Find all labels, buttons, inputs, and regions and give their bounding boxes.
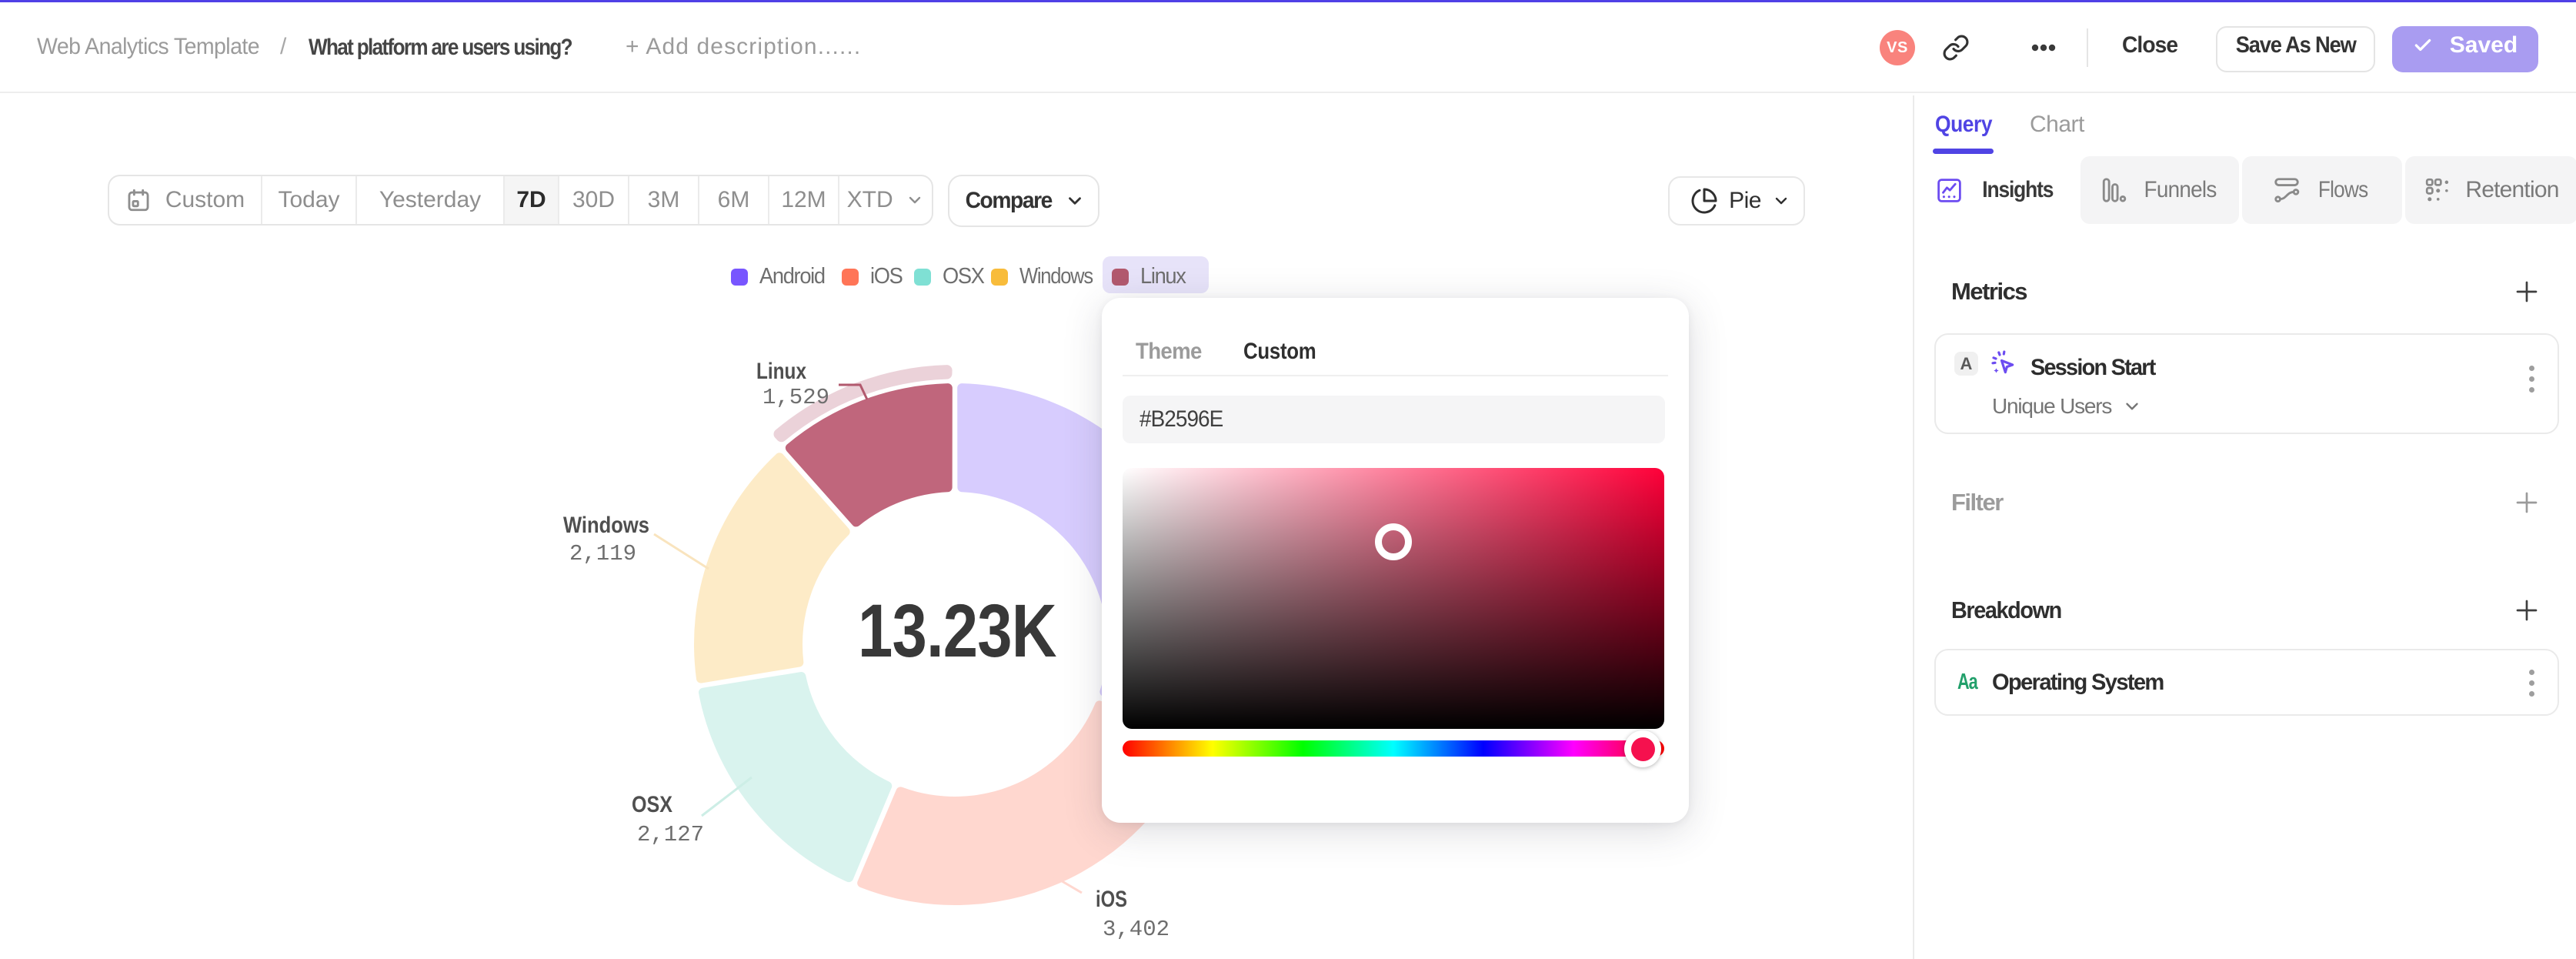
svg-text:2,119: 2,119	[569, 541, 636, 566]
svg-text:OSX: OSX	[632, 792, 672, 817]
svg-text:1,529: 1,529	[762, 385, 829, 410]
svg-text:3,402: 3,402	[1103, 917, 1170, 942]
svg-text:iOS: iOS	[1096, 887, 1127, 912]
svg-text:Windows: Windows	[563, 513, 649, 538]
svg-text:2,127: 2,127	[637, 822, 704, 847]
svg-text:Linux: Linux	[756, 359, 806, 384]
